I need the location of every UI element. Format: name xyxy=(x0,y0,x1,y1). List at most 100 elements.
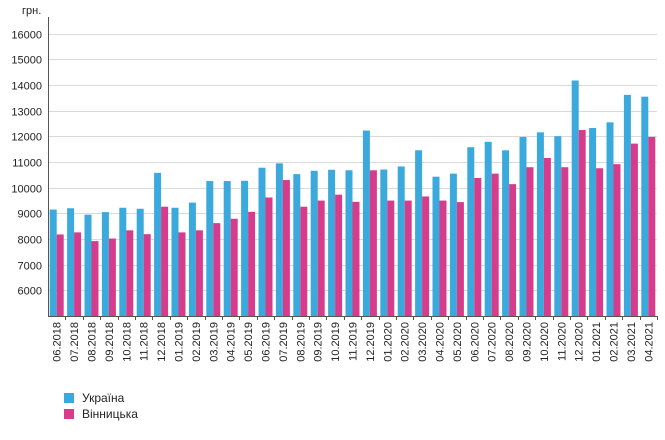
bar-ukraine-02.2019 xyxy=(188,202,196,316)
legend-label-ukraine: Україна xyxy=(82,391,125,405)
y-tick-label-13000: 13000 xyxy=(11,107,42,119)
x-tick-label-02.2021: 02.2021 xyxy=(609,322,621,362)
bar-vinnytsia-06.2019 xyxy=(265,197,273,316)
x-tick-label-09.2018: 09.2018 xyxy=(104,322,116,362)
bar-ukraine-04.2021 xyxy=(641,96,649,316)
bar-vinnytsia-03.2020 xyxy=(422,196,430,316)
x-tick-label-01.2019: 01.2019 xyxy=(174,322,186,362)
x-tick-label-08.2020: 08.2020 xyxy=(504,322,516,362)
label-layer: 6000 7000 8000 9000 10000 11000 12000 13000 1400… xyxy=(11,30,655,362)
x-tick-label-11.2019: 11.2019 xyxy=(348,322,360,361)
bar-ukraine-11.2018 xyxy=(136,208,144,316)
bar-vinnytsia-07.2019 xyxy=(282,180,290,316)
y-tick-label-12000: 12000 xyxy=(11,132,42,144)
y-tick-label-11000: 11000 xyxy=(12,158,42,170)
bar-vinnytsia-10.2020 xyxy=(543,157,551,316)
x-tick-label-04.2019: 04.2019 xyxy=(226,322,238,362)
x-tick-label-11.2018: 11.2018 xyxy=(139,322,151,361)
x-tick-label-03.2020: 03.2020 xyxy=(417,322,429,362)
bar-ukraine-08.2020 xyxy=(502,150,510,316)
x-tick-label-12.2018: 12.2018 xyxy=(156,322,168,362)
x-tick-label-04.2020: 04.2020 xyxy=(435,322,447,362)
bar-vinnytsia-09.2018 xyxy=(108,238,116,316)
x-tick-label-06.2019: 06.2019 xyxy=(261,322,273,362)
x-tick-label-11.2020: 11.2020 xyxy=(556,322,568,361)
x-tick-label-09.2019: 09.2019 xyxy=(313,322,325,362)
axis-layer xyxy=(48,17,658,320)
bar-ukraine-06.2019 xyxy=(258,167,266,316)
bar-vinnytsia-08.2019 xyxy=(300,206,308,316)
x-tick-label-08.2018: 08.2018 xyxy=(87,322,99,362)
legend-swatch-ukraine xyxy=(64,393,74,403)
bar-vinnytsia-12.2019 xyxy=(369,170,377,316)
bar-ukraine-12.2019 xyxy=(362,130,370,316)
bar-ukraine-07.2018 xyxy=(67,208,75,316)
bar-vinnytsia-01.2019 xyxy=(178,232,186,316)
x-tick-label-02.2019: 02.2019 xyxy=(191,322,203,362)
y-tick-label-10000: 10000 xyxy=(11,184,42,196)
bar-vinnytsia-02.2020 xyxy=(404,200,412,316)
bar-ukraine-06.2018 xyxy=(49,209,57,316)
bar-ukraine-03.2020 xyxy=(415,150,423,316)
bar-ukraine-10.2019 xyxy=(328,169,336,316)
bar-vinnytsia-01.2020 xyxy=(387,200,395,316)
bar-ukraine-09.2018 xyxy=(101,212,109,316)
bar-vinnytsia-01.2021 xyxy=(596,168,604,316)
x-tick-label-01.2020: 01.2020 xyxy=(382,322,394,362)
legend-item-vinnytsia[interactable]: Вінницька xyxy=(64,406,138,422)
bar-ukraine-10.2020 xyxy=(536,132,544,316)
bar-ukraine-12.2020 xyxy=(571,80,579,316)
bar-vinnytsia-07.2020 xyxy=(491,173,499,316)
bar-ukraine-01.2021 xyxy=(589,127,597,316)
bar-vinnytsia-07.2018 xyxy=(74,232,82,316)
bar-ukraine-09.2019 xyxy=(310,170,318,316)
x-tick-label-10.2019: 10.2019 xyxy=(330,322,342,362)
y-tick-label-7000: 7000 xyxy=(18,261,42,273)
x-tick-label-08.2019: 08.2019 xyxy=(295,322,307,362)
bar-ukraine-06.2020 xyxy=(467,147,475,316)
bar-vinnytsia-08.2020 xyxy=(509,184,517,316)
x-tick-label-12.2019: 12.2019 xyxy=(365,322,377,362)
x-tick-label-03.2021: 03.2021 xyxy=(626,322,638,362)
bar-vinnytsia-03.2021 xyxy=(630,143,638,316)
bar-ukraine-10.2018 xyxy=(119,207,127,316)
bar-ukraine-02.2020 xyxy=(397,166,405,316)
bar-vinnytsia-10.2019 xyxy=(335,194,343,316)
x-tick-label-06.2020: 06.2020 xyxy=(469,322,481,362)
bar-vinnytsia-11.2018 xyxy=(143,234,151,316)
bar-ukraine-08.2019 xyxy=(293,174,301,316)
y-tick-label-9000: 9000 xyxy=(18,209,42,221)
bar-ukraine-05.2020 xyxy=(449,173,457,316)
x-tick-label-07.2019: 07.2019 xyxy=(278,322,290,362)
bar-ukraine-01.2020 xyxy=(380,169,388,316)
x-tick-label-05.2019: 05.2019 xyxy=(243,322,255,362)
x-tick-label-10.2018: 10.2018 xyxy=(121,322,133,362)
bar-vinnytsia-05.2019 xyxy=(248,211,256,316)
bar-layer xyxy=(49,80,656,316)
bar-vinnytsia-06.2018 xyxy=(56,234,64,316)
bar-ukraine-04.2020 xyxy=(432,176,440,316)
legend-item-ukraine[interactable]: Україна xyxy=(64,390,138,406)
x-tick-label-02.2020: 02.2020 xyxy=(400,322,412,362)
x-tick-label-07.2020: 07.2020 xyxy=(487,322,499,362)
bar-vinnytsia-05.2020 xyxy=(456,202,464,316)
bar-ukraine-11.2020 xyxy=(554,136,562,316)
bar-ukraine-08.2018 xyxy=(84,214,92,316)
bar-vinnytsia-02.2021 xyxy=(613,164,621,316)
bar-ukraine-09.2020 xyxy=(519,136,527,316)
y-tick-label-16000: 16000 xyxy=(11,30,42,42)
x-tick-label-10.2020: 10.2020 xyxy=(539,322,551,362)
x-tick-label-06.2018: 06.2018 xyxy=(52,322,64,362)
bar-vinnytsia-04.2021 xyxy=(648,136,656,316)
bar-vinnytsia-04.2020 xyxy=(439,200,447,316)
y-tick-label-8000: 8000 xyxy=(18,235,42,247)
bar-ukraine-03.2019 xyxy=(206,181,214,316)
x-tick-label-03.2019: 03.2019 xyxy=(208,322,220,362)
legend-swatch-vinnytsia xyxy=(64,409,74,419)
bar-ukraine-04.2019 xyxy=(223,181,231,316)
bar-vinnytsia-09.2019 xyxy=(317,200,325,316)
bar-vinnytsia-10.2018 xyxy=(126,230,134,316)
bar-vinnytsia-06.2020 xyxy=(474,177,482,316)
x-tick-label-05.2020: 05.2020 xyxy=(452,322,464,362)
